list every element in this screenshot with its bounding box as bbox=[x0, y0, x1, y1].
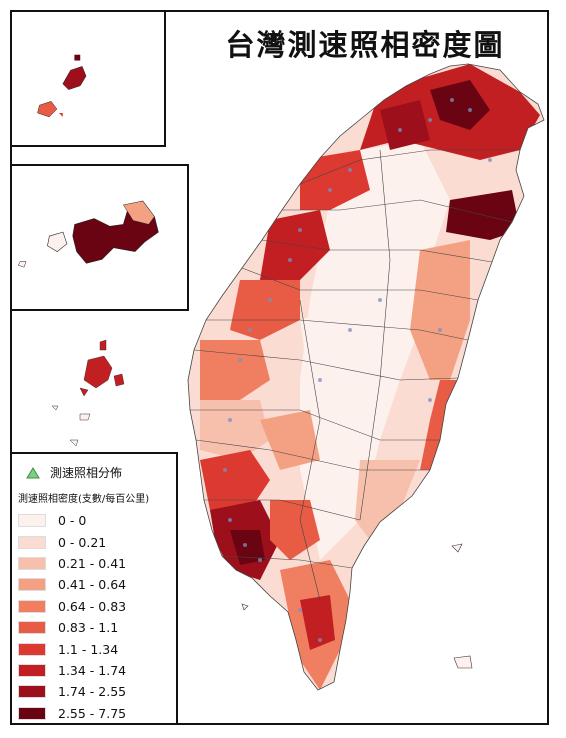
legend-item: 0.64 - 0.83 bbox=[18, 596, 126, 617]
map-title: 台灣測速照相密度圖 bbox=[225, 28, 505, 62]
legend-item: 1.74 - 2.55 bbox=[18, 681, 126, 702]
legend-item-label: 1.1 - 1.34 bbox=[58, 641, 119, 657]
triangle-icon bbox=[26, 466, 40, 478]
legend-item: 0.41 - 0.64 bbox=[18, 574, 126, 595]
legend-item: 0 - 0.21 bbox=[18, 531, 126, 552]
legend-swatch bbox=[18, 685, 46, 699]
legend-item-label: 0.64 - 0.83 bbox=[58, 598, 127, 614]
legend-item-label: 0.41 - 0.64 bbox=[58, 577, 127, 593]
legend-item-label: 1.34 - 1.74 bbox=[58, 662, 127, 678]
legend-item-label: 2.55 - 7.75 bbox=[58, 705, 127, 721]
legend-swatch bbox=[18, 578, 46, 592]
legend-class-list: 0 - 0 0 - 0.21 0.21 - 0.41 0.41 - 0.64 0.64 … bbox=[18, 510, 126, 724]
legend-item: 2.55 - 7.75 bbox=[18, 703, 126, 724]
legend-item-label: 0 - 0 bbox=[58, 513, 87, 529]
matsu-inset-map bbox=[10, 10, 166, 147]
legend-swatch bbox=[18, 642, 46, 656]
kinmen-inset-map bbox=[10, 164, 189, 311]
legend-item-label: 1.74 - 2.55 bbox=[58, 684, 127, 700]
legend-item: 0.83 - 1.1 bbox=[18, 617, 126, 638]
legend-item: 1.34 - 1.74 bbox=[18, 660, 126, 681]
legend-density-title: 測速照相密度(支數/每百公里) bbox=[18, 494, 150, 505]
legend-point-label: 測速照相分佈 bbox=[50, 466, 123, 480]
legend-swatch bbox=[18, 535, 46, 549]
legend-item-label: 0.83 - 1.1 bbox=[58, 620, 119, 636]
legend-item: 1.1 - 1.34 bbox=[18, 638, 126, 659]
legend-swatch bbox=[18, 599, 46, 613]
legend-item-label: 0.21 - 0.41 bbox=[58, 555, 127, 571]
legend-swatch bbox=[18, 514, 46, 528]
legend-swatch bbox=[18, 663, 46, 677]
legend-item: 0 - 0 bbox=[18, 510, 126, 531]
legend-swatch bbox=[18, 706, 46, 720]
legend-point-entry: 測速照相分佈 bbox=[26, 464, 122, 481]
legend-swatch bbox=[18, 556, 46, 570]
legend: 測速照相分佈 測速照相密度(支數/每百公里) 0 - 0 0 - 0.21 0.21… bbox=[10, 452, 178, 725]
legend-item: 0.21 - 0.41 bbox=[18, 553, 126, 574]
legend-item-label: 0 - 0.21 bbox=[58, 534, 107, 550]
legend-swatch bbox=[18, 621, 46, 635]
